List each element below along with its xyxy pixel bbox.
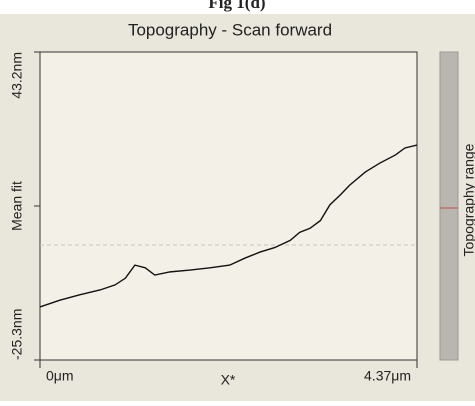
chart-title: Topography - Scan forward bbox=[128, 20, 332, 39]
colorbar bbox=[439, 51, 459, 361]
x-axis-label: X* bbox=[221, 372, 236, 388]
x-tick-label: 0μm bbox=[46, 368, 74, 384]
figure-label: Fig 1(d) bbox=[208, 0, 265, 12]
y-axis-label: Mean fit bbox=[9, 181, 25, 231]
y-tick-label: -25.3nm bbox=[9, 309, 25, 360]
colorbar-label: Topography range bbox=[461, 143, 475, 256]
plot-area bbox=[39, 51, 418, 361]
y-tick-label: 43.2nm bbox=[9, 52, 25, 99]
data-line bbox=[39, 144, 418, 308]
x-tick-label: 4.37μm bbox=[364, 368, 411, 384]
